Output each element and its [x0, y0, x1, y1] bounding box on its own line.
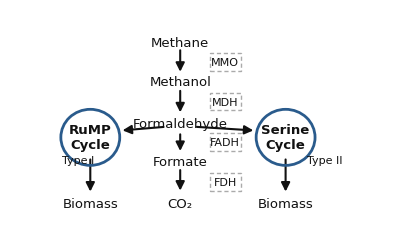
Text: Serine
Cycle: Serine Cycle [262, 124, 310, 152]
Text: Methane: Methane [151, 37, 209, 50]
FancyBboxPatch shape [210, 54, 241, 72]
Text: Methanol: Methanol [149, 76, 211, 88]
FancyBboxPatch shape [210, 94, 241, 111]
Text: Formaldehyde: Formaldehyde [133, 118, 228, 131]
Text: Formate: Formate [153, 156, 208, 168]
Text: FADH: FADH [210, 138, 240, 147]
Text: Type I: Type I [62, 155, 95, 165]
Text: CO₂: CO₂ [168, 197, 193, 210]
Text: Biomass: Biomass [62, 197, 118, 210]
FancyBboxPatch shape [210, 134, 241, 151]
FancyBboxPatch shape [210, 174, 241, 191]
Text: MMO: MMO [211, 58, 239, 68]
Text: Biomass: Biomass [258, 197, 314, 210]
Text: MDH: MDH [212, 97, 238, 107]
Text: RuMP
Cycle: RuMP Cycle [69, 124, 112, 152]
Text: Type II: Type II [307, 155, 343, 165]
Text: FDH: FDH [214, 177, 237, 187]
